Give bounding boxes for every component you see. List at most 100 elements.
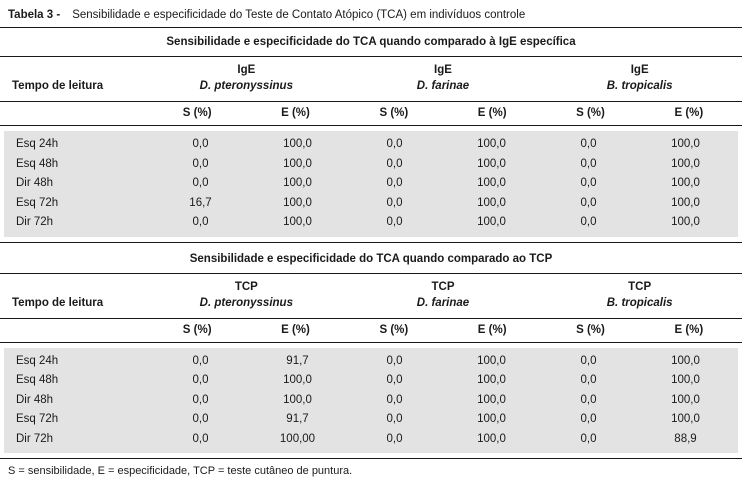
subheader-row: S (%) E (%) S (%) E (%) S (%) E (%)	[0, 102, 742, 126]
group-allergen-label: B. tropicalis	[606, 80, 673, 92]
data-cell: 0,0	[580, 354, 597, 367]
data-cell: 100,0	[477, 177, 506, 189]
data-cell: 100,0	[283, 138, 312, 150]
row-label: Dir 72h	[16, 216, 54, 228]
table-row: Dir 72h 0,0 100,0 0,0 100,0 0,0 100,0	[4, 213, 738, 233]
column-group-row: Tempo de leitura TCP D. pteronyssinus TCP D.…	[0, 274, 742, 319]
group-allergen-label: D. farinae	[416, 80, 470, 92]
table-caption-text: Sensibilidade e especificidade do Teste …	[72, 9, 526, 21]
data-cell: 0,0	[192, 393, 209, 406]
subheader-cell: E (%)	[477, 107, 507, 119]
data-cell: 100,0	[477, 432, 506, 445]
data-cell: 88,9	[674, 432, 697, 445]
subheader-cell: E (%)	[674, 323, 704, 336]
data-cell: 100,0	[283, 216, 312, 228]
data-cell: 0,0	[386, 138, 403, 150]
subheader-spacer	[4, 324, 148, 337]
data-cell: 100,0	[671, 354, 700, 367]
data-cell: 100,0	[671, 374, 700, 386]
row-label: Dir 48h	[16, 177, 54, 189]
data-cell: 0,0	[192, 374, 209, 386]
group-allergen-label: B. tropicalis	[606, 296, 673, 309]
table-row: Esq 24h 0,0 91,7 0,0 100,0 0,0 100,0	[4, 352, 738, 372]
footnote: S = sensibilidade, E = especificidade, T…	[8, 465, 353, 477]
row-label: Esq 48h	[16, 374, 59, 386]
group-test-label: IgE	[630, 64, 649, 76]
column-group-header: IgE D. pteronyssinus	[148, 63, 345, 94]
subheader-cell: E (%)	[477, 323, 507, 336]
data-cell: 100,0	[283, 196, 312, 209]
group-allergen-label: D. pteronyssinus	[199, 296, 293, 309]
data-cell: 0,0	[580, 432, 597, 445]
table-row: Esq 72h 0,0 91,7 0,0 100,0 0,0 100,0	[4, 410, 738, 430]
column-group-header: TCP B. tropicalis	[541, 280, 738, 311]
column-group-header: TCP D. pteronyssinus	[148, 280, 345, 311]
data-cell: 0,0	[386, 354, 403, 367]
data-cell: 100,0	[477, 216, 506, 228]
data-cell: 100,0	[477, 196, 506, 209]
data-cell: 0,0	[580, 413, 597, 425]
table-number: Tabela 3 -	[8, 9, 61, 21]
data-cell: 100,0	[283, 374, 312, 386]
group-test-label: IgE	[237, 64, 256, 76]
data-cell: 100,0	[477, 413, 506, 425]
table-row: Dir 48h 0,0 100,0 0,0 100,0 0,0 100,0	[4, 174, 738, 194]
data-cell: 0,0	[192, 177, 209, 189]
subtable-banner: Sensibilidade e especificidade do TCA qu…	[0, 243, 742, 274]
data-cell: 0,0	[386, 216, 403, 228]
row-label: Dir 48h	[16, 393, 54, 406]
data-cell: 100,0	[671, 393, 700, 406]
group-test-label: TCP	[234, 280, 258, 293]
table-row: Esq 48h 0,0 100,0 0,0 100,0 0,0 100,0	[4, 371, 738, 391]
data-cell: 100,0	[283, 393, 312, 406]
group-test-label: TCP	[431, 280, 455, 293]
subheader-cell: E (%)	[674, 107, 704, 119]
column-group-header: IgE B. tropicalis	[541, 63, 738, 94]
data-cell: 100,00	[279, 432, 316, 445]
group-test-label: IgE	[434, 64, 452, 76]
row-header-label: Tempo de leitura	[12, 296, 104, 309]
row-label: Dir 72h	[16, 432, 54, 445]
data-cell: 100,0	[477, 374, 506, 386]
column-group-row: Tempo de leitura IgE D. pteronyssinus IgE D.…	[0, 57, 742, 102]
data-cell: 0,0	[386, 157, 403, 170]
table-caption: Tabela 3 - Sensibilidade e especificidade…	[0, 0, 742, 23]
table-row: Dir 48h 0,0 100,0 0,0 100,0 0,0 100,0	[4, 391, 738, 411]
row-label: Esq 24h	[16, 354, 59, 367]
data-cell: 0,0	[386, 177, 403, 189]
data-section: Esq 24h 0,0 91,7 0,0 100,0 0,0 100,0 Esq 48h 0,0…	[0, 347, 742, 459]
data-cell: 0,0	[580, 196, 597, 209]
data-cell: 100,0	[477, 393, 506, 406]
row-label: Esq 72h	[16, 196, 59, 209]
data-cell: 0,0	[386, 432, 403, 445]
data-cell: 0,0	[580, 177, 597, 189]
data-band: Esq 24h 0,0 100,0 0,0 100,0 0,0 100,0 Esq 48h 0,…	[4, 131, 738, 237]
data-cell: 100,0	[477, 138, 506, 150]
row-header-label: Tempo de leitura	[12, 80, 104, 92]
data-cell: 100,0	[283, 177, 312, 189]
column-group-header: IgE D. farinae	[345, 63, 542, 94]
data-cell: 0,0	[192, 138, 209, 150]
data-cell: 100,0	[671, 138, 700, 150]
data-cell: 0,0	[580, 393, 597, 406]
data-cell: 100,0	[477, 157, 506, 170]
group-test-label: TCP	[628, 280, 652, 293]
subheader-cell: S (%)	[182, 323, 212, 336]
data-cell: 100,0	[477, 354, 506, 367]
subheader-cell: S (%)	[182, 107, 212, 119]
subheader-cell: S (%)	[576, 107, 605, 119]
row-label: Esq 48h	[16, 157, 59, 170]
data-cell: 16,7	[189, 196, 212, 209]
data-cell: 0,0	[192, 432, 209, 445]
data-cell: 100,0	[671, 216, 700, 228]
subheader-cell: E (%)	[281, 323, 310, 336]
subheader-cell: S (%)	[576, 323, 605, 336]
data-cell: 100,0	[671, 177, 700, 189]
data-section: Esq 24h 0,0 100,0 0,0 100,0 0,0 100,0 Esq 48h 0,…	[0, 131, 742, 243]
data-cell: 91,7	[286, 413, 309, 425]
group-allergen-label: D. farinae	[416, 296, 470, 309]
subheader-row: S (%) E (%) S (%) E (%) S (%) E (%)	[0, 319, 742, 343]
subheader-spacer	[4, 107, 148, 120]
data-cell: 91,7	[286, 354, 309, 367]
data-cell: 100,0	[671, 157, 700, 170]
